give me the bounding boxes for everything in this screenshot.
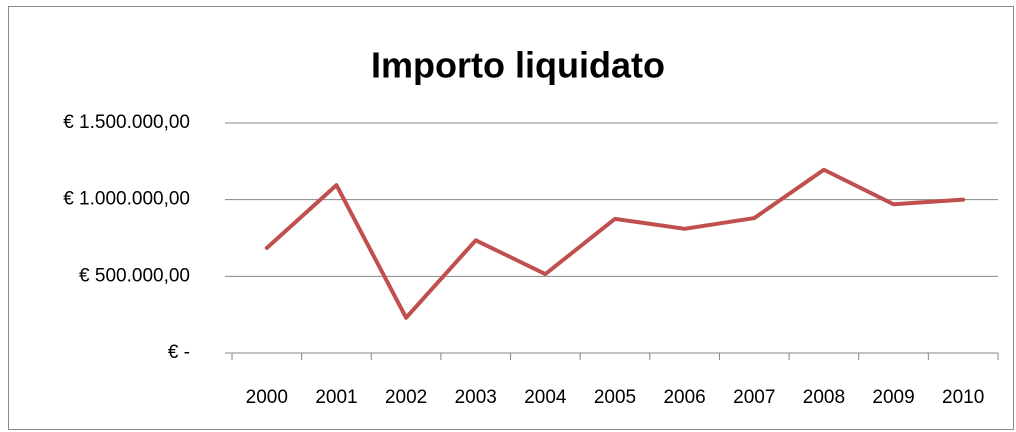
y-tick-label: € 1.500.000,00 — [63, 112, 190, 133]
x-tick-label: 2001 — [315, 387, 357, 408]
data-line — [264, 167, 966, 320]
y-tick-label: € - — [168, 342, 190, 363]
x-tick-label: 2007 — [733, 387, 775, 408]
x-tick-label: 2008 — [803, 387, 845, 408]
x-tick-label: 2010 — [942, 387, 984, 408]
x-tick-label: 2000 — [246, 387, 288, 408]
x-tick-label: 2005 — [594, 387, 636, 408]
x-tick-label: 2004 — [524, 387, 567, 408]
chart-title: Importo liquidato — [371, 45, 665, 86]
y-tick-label: € 500.000,00 — [79, 265, 190, 286]
x-tick-label: 2006 — [663, 387, 705, 408]
y-tick-label: € 1.000.000,00 — [63, 189, 190, 210]
x-tick-label: 2002 — [385, 387, 427, 408]
x-tick-label: 2009 — [872, 387, 914, 408]
x-tick-label: 2003 — [455, 387, 497, 408]
